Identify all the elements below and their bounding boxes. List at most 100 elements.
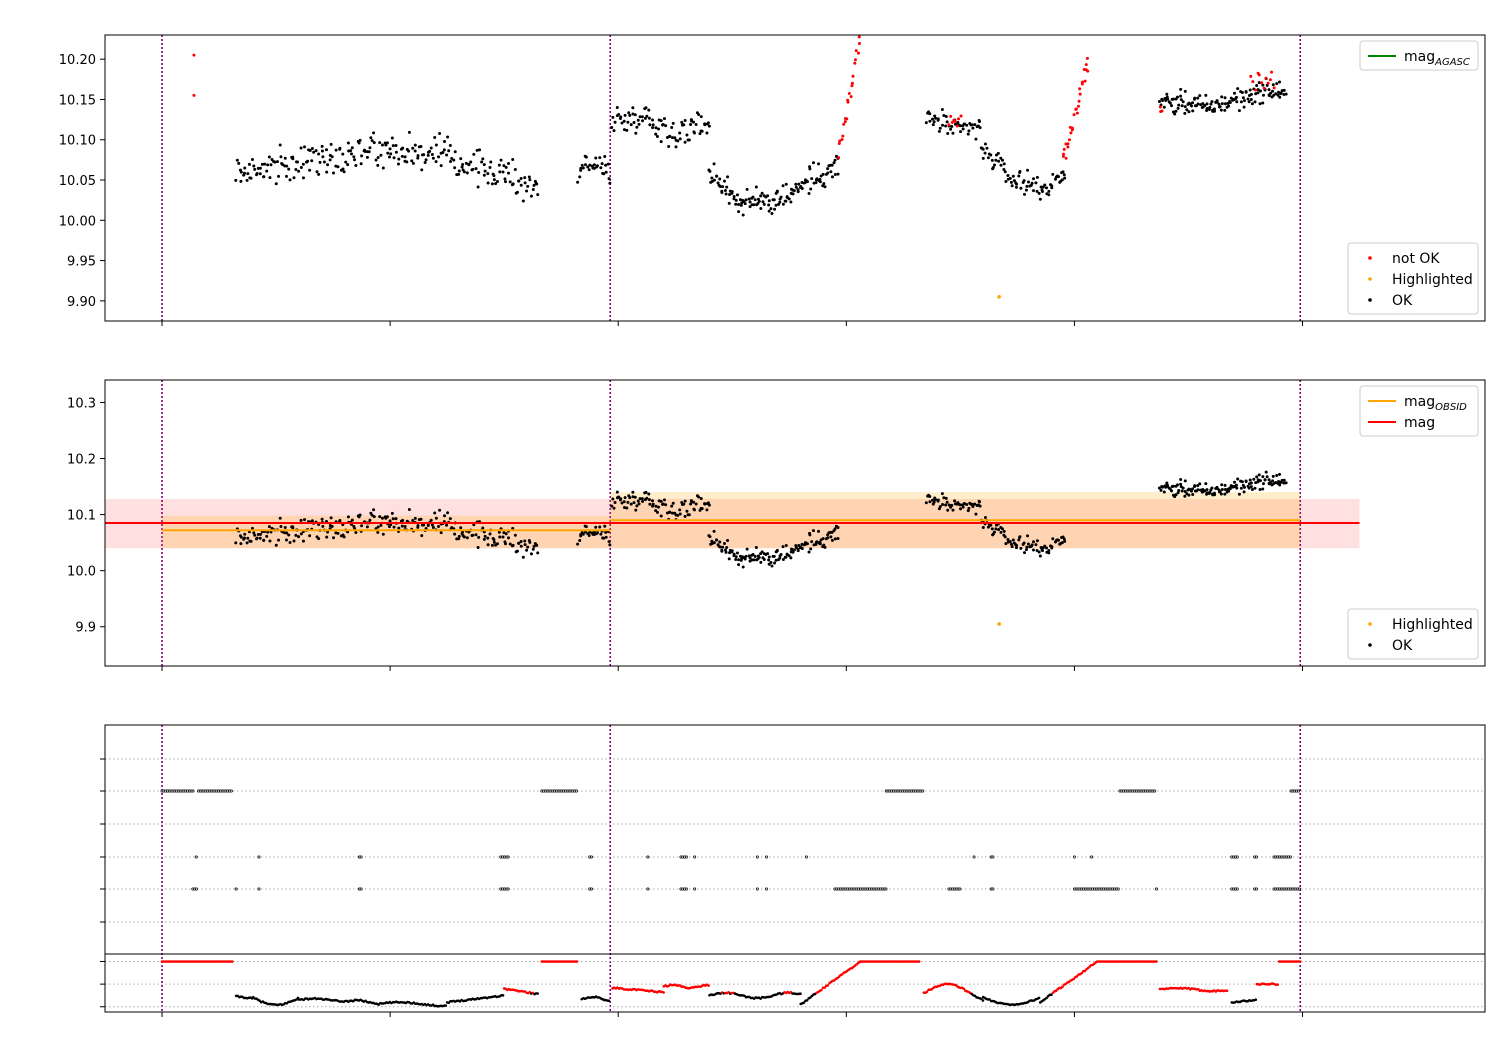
ok-point [378,141,382,145]
ok-point [604,170,608,174]
ok-point [1183,494,1187,498]
ok-point [967,506,971,510]
not-ok-point [843,120,847,124]
ok-point [320,144,324,148]
ok-point [434,160,438,164]
ok-point [594,156,598,160]
ok-point [242,171,246,175]
dr-point-not-ok [1080,971,1084,975]
ok-point [1017,538,1021,542]
ok-point [1191,101,1195,105]
ok-point [676,513,680,517]
dr-point-not-ok [826,984,830,987]
ok-point [700,507,704,511]
ok-point [336,165,340,169]
dr-point-ok [981,999,985,1002]
ok-point [1227,104,1231,108]
ok-point [754,185,758,189]
ok-point [944,124,948,128]
ok-point [797,182,801,186]
ok-point [645,114,649,118]
ok-point [1060,178,1064,182]
dr-point-not-ok [1083,969,1087,973]
ok-point [936,117,940,121]
ok-point [317,152,321,156]
axes-frame [104,724,1486,1013]
ok-point [422,153,426,157]
ok-point [647,498,651,502]
ok-point [396,162,400,166]
flag-marker [590,887,593,891]
ok-point [287,167,291,171]
legend-label: magAGASC [1404,49,1470,68]
ok-point [416,524,420,528]
ok-point [710,539,714,543]
ok-point [310,147,314,151]
ok-point [703,502,707,506]
ok-point [469,160,473,164]
ok-point [687,513,691,517]
ok-point [691,500,695,504]
ok-point [437,524,441,528]
ok-point [446,135,450,139]
ok-point [374,158,378,162]
ok-point [774,558,778,562]
flag-marker [755,855,759,859]
ok-point [1047,193,1051,197]
ok-point [1034,543,1038,547]
not-ok-point [845,117,849,121]
ok-point [818,177,822,181]
ok-point [970,123,974,127]
ok-point [535,543,539,547]
ok-point [631,495,635,499]
not-ok-point [1264,76,1268,80]
ok-point [997,159,1001,163]
ok-point [1030,181,1034,185]
ok-point [1267,94,1271,98]
ok-point [332,171,336,175]
ok-point [502,164,506,168]
ok-point [523,539,527,543]
ok-point [1204,482,1208,486]
dr-point-not-ok [1298,960,1302,963]
ok-point [1265,83,1269,87]
ok-point [981,156,985,160]
ok-point [1010,545,1014,549]
ok-point [413,143,417,147]
ok-point [584,155,588,159]
ok-point [678,508,682,512]
ok-point [1157,99,1161,103]
ok-point [1043,544,1047,548]
ok-point [632,501,636,505]
ok-point [800,187,804,191]
ok-point [647,492,651,496]
ok-point [1165,92,1169,96]
ok-point [501,170,505,174]
ok-point [278,143,282,147]
ok-point [1217,102,1221,106]
ok-point [826,536,830,540]
ok-point [728,551,732,555]
ok-point [1219,108,1223,112]
ok-point [1255,475,1259,479]
ok-point [635,504,639,508]
ok-point [1062,173,1066,177]
ok-point [743,557,747,561]
not-ok-point [850,81,854,85]
flag-marker [590,855,593,859]
flag-marker [359,855,363,859]
ok-point [503,180,507,184]
ok-point [513,533,517,537]
ok-point [659,514,663,518]
ok-point [741,565,745,569]
ok-point [372,131,376,135]
ok-point [716,181,720,185]
ok-point [1209,102,1213,106]
ok-point [507,171,511,175]
ok-point [266,163,270,167]
dr-point-not-ok [840,973,844,976]
ok-point [381,532,385,536]
ok-point [438,131,442,135]
ok-point [326,163,330,167]
ok-point [833,173,837,177]
